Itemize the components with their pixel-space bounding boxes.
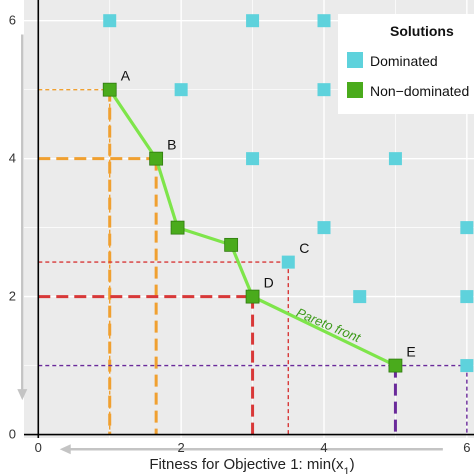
dominated-point	[317, 83, 331, 97]
legend-entry-label: Dominated	[370, 53, 438, 69]
x-axis-title-sub: 1	[344, 466, 350, 474]
dominated-point	[317, 221, 331, 235]
legend-swatch	[347, 52, 363, 68]
x-axis-title-close: )	[350, 456, 355, 473]
non-dominated-point	[170, 220, 185, 235]
point-labels: ABDECF	[121, 68, 416, 360]
y-tick-label: 0	[9, 427, 16, 442]
dominated-point	[353, 290, 367, 304]
x-tick-label: 4	[320, 440, 327, 455]
dominated-point	[103, 14, 117, 28]
dominated-point	[246, 14, 260, 28]
legend-entry-label: Non−dominated	[370, 83, 469, 99]
data-points	[102, 14, 474, 373]
x-tick-label: 0	[35, 440, 42, 455]
dominated-point	[174, 83, 188, 97]
legend: Solutions Dominated Non−dominated	[338, 14, 474, 114]
dominated-point	[460, 221, 474, 235]
dominated-point	[317, 14, 331, 28]
tick-labels: 0 2 4 6 0 2 4 6	[9, 13, 471, 455]
dominated-point	[246, 152, 260, 166]
y-tick-label: 4	[9, 151, 16, 166]
point-label-d: D	[264, 275, 274, 291]
axes	[24, 0, 474, 438]
x-axis-title-main: Fitness for Objective 1: min(x	[149, 456, 344, 473]
point-label-a: A	[121, 68, 131, 84]
legend-title: Solutions	[390, 23, 454, 39]
dominated-point	[281, 255, 295, 269]
non-dominated-point	[245, 289, 260, 304]
point-label-e: E	[406, 344, 415, 360]
dominated-point	[388, 152, 402, 166]
direction-arrows	[17, 34, 443, 455]
non-dominated-point	[102, 82, 117, 97]
dominated-point	[460, 290, 474, 304]
y-direction-arrowhead	[17, 389, 28, 401]
x-tick-label: 2	[178, 440, 185, 455]
x-tick-label: 6	[463, 440, 470, 455]
non-dominated-point	[224, 237, 239, 252]
pareto-front-polyline	[108, 88, 397, 368]
point-label-b: B	[167, 137, 176, 153]
y-tick-label: 2	[9, 289, 16, 304]
non-dominated-point	[149, 151, 164, 166]
x-direction-arrowhead	[59, 444, 71, 455]
legend-entries: Dominated Non−dominated	[347, 52, 469, 99]
legend-swatch	[347, 82, 363, 98]
x-axis-title: Fitness for Objective 1: min(x1)	[149, 456, 354, 474]
non-dominated-point	[388, 358, 403, 373]
dominated-point	[460, 359, 474, 373]
point-label-c: C	[299, 240, 309, 256]
y-tick-label: 6	[9, 13, 16, 28]
